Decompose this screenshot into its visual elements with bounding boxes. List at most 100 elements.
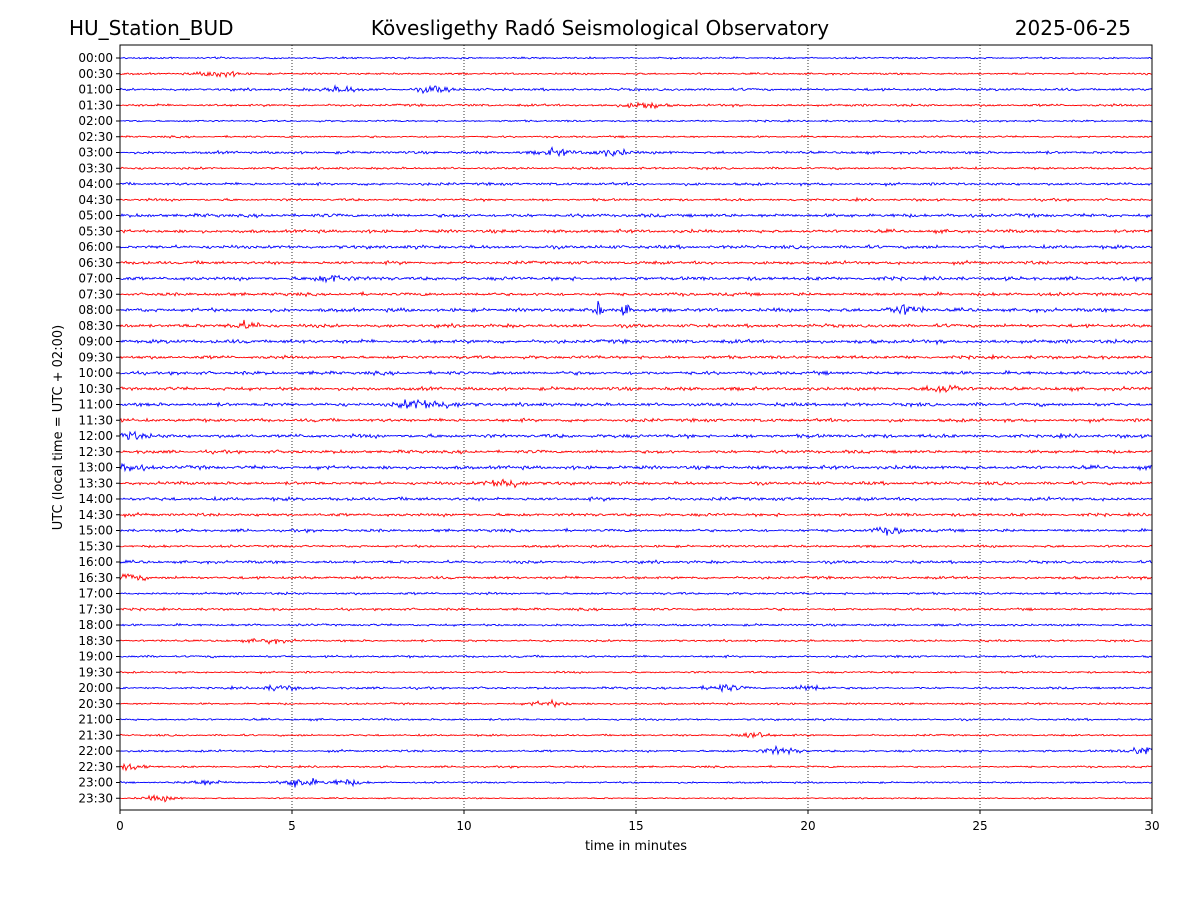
y-tick-label-08:00: 08:00 [78,303,113,317]
x-tick-label-10: 10 [456,819,471,833]
trace-22:00 [119,744,1153,756]
trace-10:30 [119,384,1153,394]
y-tick-label-16:00: 16:00 [78,555,113,569]
trace-07:00 [119,274,1153,284]
trace-08:00 [119,300,1153,316]
trace-04:00 [119,181,1153,188]
y-tick-label-10:00: 10:00 [78,366,113,380]
trace-11:30 [119,417,1152,424]
station-id: HU_Station_BUD [69,16,234,40]
trace-15:00 [119,526,1153,536]
trace-23:00 [119,777,1153,788]
y-tick-label-18:30: 18:30 [78,634,113,648]
y-tick-label-06:30: 06:30 [78,256,113,270]
x-tick-label-30: 30 [1144,819,1159,833]
trace-12:00 [119,430,1153,441]
trace-16:30 [119,573,1153,582]
y-tick-label-15:00: 15:00 [78,524,113,538]
y-tick-label-04:30: 04:30 [78,193,113,207]
trace-23:30 [119,794,1153,803]
plot-area [120,45,1152,810]
trace-02:00 [119,118,1153,123]
x-tick-label-0: 0 [116,819,124,833]
trace-19:00 [119,654,1153,659]
y-tick-label-05:00: 05:00 [78,209,113,223]
y-tick-label-10:30: 10:30 [78,382,113,396]
y-tick-label-04:00: 04:00 [78,177,113,191]
y-tick-label-20:30: 20:30 [78,697,113,711]
y-tick-label-17:30: 17:30 [78,602,113,616]
y-tick-label-19:00: 19:00 [78,650,113,664]
y-tick-label-14:00: 14:00 [78,492,113,506]
trace-13:00 [119,462,1153,473]
trace-14:30 [119,511,1152,518]
y-tick-label-05:30: 05:30 [78,224,113,238]
x-tick-label-5: 5 [288,819,296,833]
y-tick-label-07:00: 07:00 [78,272,113,286]
y-tick-label-02:30: 02:30 [78,130,113,144]
trace-20:30 [120,698,1153,709]
y-tick-label-03:00: 03:00 [78,146,113,160]
y-tick-label-22:00: 22:00 [78,744,113,758]
y-tick-label-11:00: 11:00 [78,398,113,412]
y-tick-label-09:00: 09:00 [78,335,113,349]
trace-16:00 [119,559,1153,565]
trace-00:30 [119,70,1153,79]
trace-18:00 [119,622,1153,627]
y-tick-label-07:30: 07:30 [78,287,113,301]
trace-13:30 [119,478,1153,489]
trace-06:00 [119,243,1153,251]
trace-17:30 [120,606,1153,612]
x-tick-label-15: 15 [628,819,643,833]
y-axis-label: UTC (local time = UTC + 02:00) [51,325,66,530]
y-tick-label-11:30: 11:30 [78,413,113,427]
trace-11:00 [119,398,1153,410]
y-tick-label-21:30: 21:30 [78,728,113,742]
y-tick-label-18:00: 18:00 [78,618,113,632]
trace-19:30 [119,670,1153,675]
y-tick-label-17:00: 17:00 [78,587,113,601]
y-tick-label-08:30: 08:30 [78,319,113,333]
trace-01:30 [119,101,1153,110]
y-tick-label-14:30: 14:30 [78,508,113,522]
trace-05:00 [119,212,1153,219]
trace-17:00 [119,591,1153,596]
y-tick-label-13:00: 13:00 [78,461,113,475]
y-tick-label-12:00: 12:00 [78,429,113,443]
y-tick-label-16:30: 16:30 [78,571,113,585]
y-tick-label-13:30: 13:30 [78,476,113,490]
trace-00:00 [120,56,1153,60]
chart-date: 2025-06-25 [1014,16,1131,40]
trace-09:30 [119,353,1153,361]
trace-09:00 [119,338,1153,346]
trace-12:30 [119,449,1153,455]
traces [119,56,1153,803]
y-tick-label-19:30: 19:30 [78,665,113,679]
y-tick-label-21:00: 21:00 [78,713,113,727]
trace-06:30 [119,259,1153,267]
trace-21:30 [119,731,1153,739]
trace-02:30 [119,134,1153,139]
y-tick-label-22:30: 22:30 [78,760,113,774]
x-tick-label-20: 20 [800,819,815,833]
y-tick-label-02:00: 02:00 [78,114,113,128]
y-tick-label-00:30: 00:30 [78,67,113,81]
y-tick-label-23:00: 23:00 [78,776,113,790]
trace-18:30 [119,637,1153,645]
trace-03:30 [119,166,1153,171]
y-tick-label-15:30: 15:30 [78,539,113,553]
chart-title: Kövesligethy Radó Seismological Observat… [370,16,830,40]
trace-15:30 [119,544,1153,549]
trace-08:30 [119,319,1153,330]
x-tick-label-25: 25 [972,819,987,833]
y-tick-label-09:30: 09:30 [78,350,113,364]
trace-14:00 [119,495,1153,503]
y-tick-label-01:30: 01:30 [78,98,113,112]
y-tick-label-12:30: 12:30 [78,445,113,459]
trace-20:00 [119,683,1153,694]
y-tick-label-03:30: 03:30 [78,161,113,175]
trace-22:30 [119,762,1153,772]
trace-04:30 [119,196,1153,203]
